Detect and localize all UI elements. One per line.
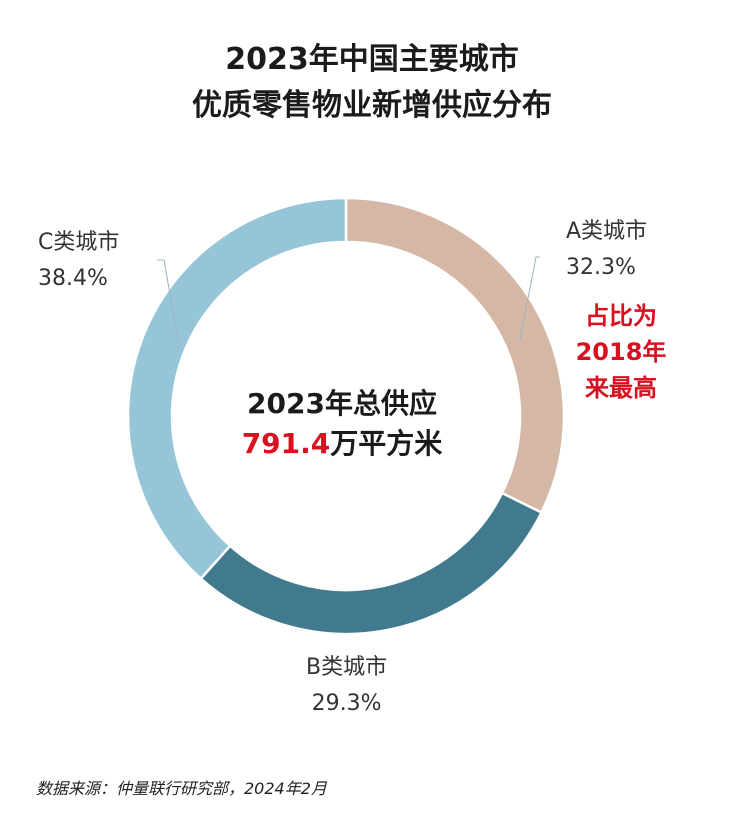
slice-pct-a: 32.3%	[566, 255, 636, 280]
highlight-note-line1: 占比为	[585, 302, 657, 330]
center-total-value: 791.4	[241, 427, 331, 460]
slice-pct-b: 29.3%	[311, 691, 382, 716]
slice-name-c: C类城市	[38, 230, 120, 255]
chart-title-line2: 优质零售物业新增供应分布	[192, 88, 552, 123]
slice-label-b: B类城市 29.3%	[306, 650, 387, 722]
leader-line-a	[519, 256, 540, 341]
center-label: 2023年总供应	[247, 387, 437, 420]
chart-title-line1: 2023年中国主要城市	[225, 42, 519, 77]
donut-slice-c	[126, 196, 348, 581]
center-total: 791.4万平方米	[0, 424, 684, 464]
highlight-note-line2: 2018年	[575, 338, 667, 366]
donut-slice-a	[344, 196, 566, 515]
center-total-unit: 万平方米	[330, 427, 443, 460]
highlight-note: 占比为 2018年 来最高	[566, 298, 676, 406]
slice-pct-c: 38.4%	[38, 266, 108, 291]
slice-name-a: A类城市	[566, 219, 648, 244]
highlight-note-line3: 来最高	[585, 374, 657, 402]
source-note: 数据来源：仲量联行研究部，2024年2月	[36, 779, 327, 798]
slice-label-c: C类城市 38.4%	[38, 225, 119, 297]
donut-slice-b	[199, 491, 544, 636]
slice-label-a: A类城市 32.3%	[566, 214, 647, 286]
leader-line-c	[157, 259, 179, 341]
slice-name-b: B类城市	[306, 655, 388, 680]
